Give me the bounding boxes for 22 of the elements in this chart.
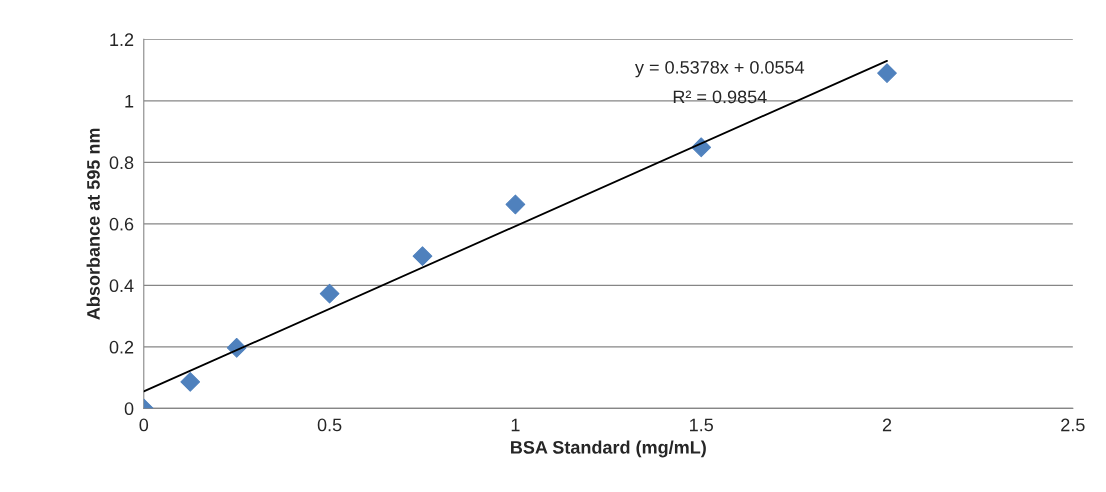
point xyxy=(412,246,433,266)
point xyxy=(180,372,201,392)
y-axis-title: Absorbance at 595 nm xyxy=(86,128,100,320)
x-tick-label: 1.5 xyxy=(690,418,713,432)
x-axis-title: BSA Standard (mg/mL) xyxy=(511,440,706,458)
y-tick-label: 0.6 xyxy=(109,217,134,231)
point xyxy=(877,63,897,84)
y-tick-label: 1.2 xyxy=(110,33,134,46)
y-tick-label: 1 xyxy=(125,94,134,108)
annotation: R² = 0.9854 xyxy=(673,90,767,104)
y-tick-label: 0 xyxy=(124,402,134,416)
x-tick-label: 0.5 xyxy=(317,418,342,432)
y-tick-label: 0.2 xyxy=(109,340,134,354)
x-tick-label: 2 xyxy=(882,418,892,432)
point xyxy=(319,283,340,304)
point xyxy=(505,194,526,215)
x-tick-label: 0 xyxy=(139,418,149,432)
y-tick-label: 0.8 xyxy=(109,156,134,170)
x-tick-label: 1 xyxy=(511,418,520,432)
x-tick-label: 2.5 xyxy=(1061,418,1085,432)
y-tick-label: 0.4 xyxy=(109,279,134,293)
annotation: y = 0.5378x + 0.0554 xyxy=(635,60,805,78)
